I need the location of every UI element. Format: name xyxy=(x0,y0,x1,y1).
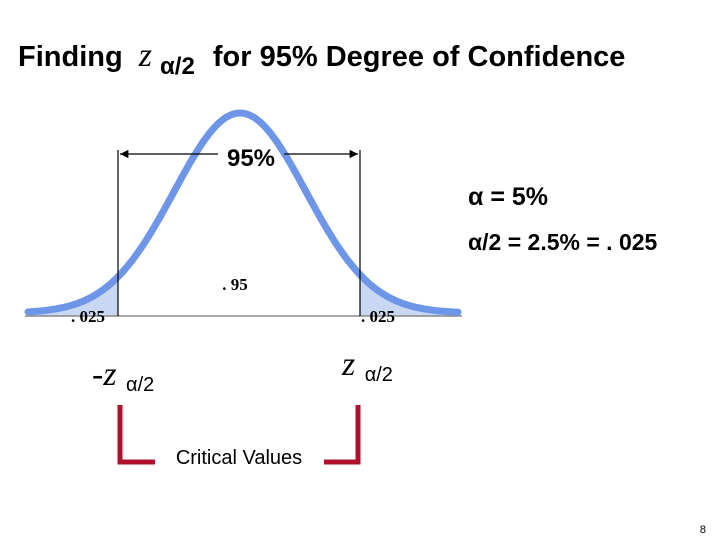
right-critical-subscript: α/2 xyxy=(365,364,393,386)
left-critical-value: -z α/2 xyxy=(92,355,154,396)
title: Finding z α/2 for 95% Degree of Confiden… xyxy=(18,37,625,81)
title-prefix: Finding xyxy=(18,41,123,73)
critical-caption: Critical Values xyxy=(176,447,302,469)
page-number: 8 xyxy=(700,524,706,536)
right-critical-symbol: z xyxy=(341,346,355,383)
left-bracket xyxy=(117,405,155,465)
right-critical-value: z α/2 xyxy=(341,345,393,386)
left-tail-label: . 025 xyxy=(71,307,105,326)
left-tail-area xyxy=(26,276,118,316)
center-area-label: . 95 xyxy=(222,275,248,294)
normal-curve xyxy=(24,109,462,316)
half-alpha-label: α/2 = 2.5% = . 025 xyxy=(468,229,658,255)
left-critical-symbol: -z xyxy=(92,356,117,393)
title-suffix: for 95% Degree of Confidence xyxy=(213,41,626,73)
title-subscript: α/2 xyxy=(160,53,195,80)
title-symbol: z xyxy=(138,37,152,74)
right-tail-label: . 025 xyxy=(361,307,395,326)
alpha-label: α = 5% xyxy=(468,183,548,211)
right-tail-area xyxy=(360,274,460,316)
right-bracket xyxy=(324,405,361,465)
left-critical-subscript: α/2 xyxy=(126,374,154,396)
center-percent: 95% xyxy=(227,145,275,172)
